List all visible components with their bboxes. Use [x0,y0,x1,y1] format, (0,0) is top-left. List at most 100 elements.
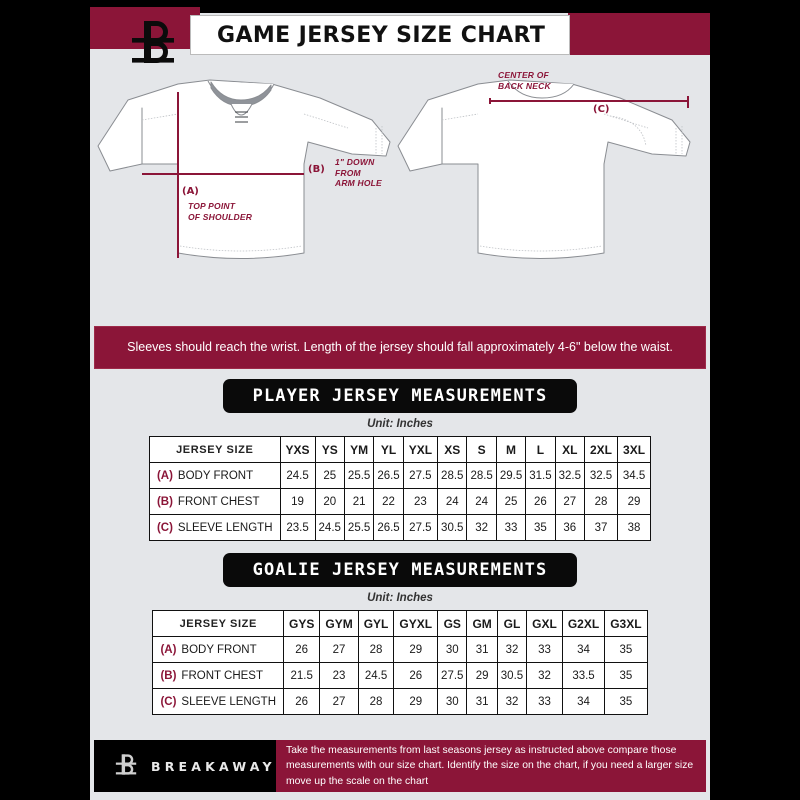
measurement-cell: 24.5 [279,462,316,490]
measurement-cell: 32.5 [554,462,586,490]
measurement-cell: 30.5 [437,514,468,542]
goalie-header-row: JERSEY SIZE GYS GYM GYL GYXL GS GM GL GXL G2XL G3X… [152,610,648,638]
goalie-section-unit: Unit: Inches [367,592,433,605]
back-marker-c: (C) [593,104,610,115]
page-header: GAME JERSEY SIZE CHART [90,0,710,68]
goalie-row-label: (C) SLEEVE LENGTH [152,688,285,716]
measurement-cell: 23.5 [279,514,316,542]
measurement-cell: 25 [314,462,345,490]
table-row: (C) SLEEVE LENGTH 23.5 24.5 25.5 26.5 27.5 30.5… [148,514,652,542]
goalie-column-header: GYS [283,610,321,638]
goalie-column-header: G2XL [561,610,606,638]
measurement-cell: 21.5 [283,662,321,690]
goalie-column-header: GYL [357,610,395,638]
measurement-cell: 24 [437,488,468,516]
breakaway-b-logo-icon [120,14,190,68]
page-title: GAME JERSEY SIZE CHART [217,22,546,48]
measurement-cell: 29 [617,488,652,516]
goalie-section-title: GOALIE JERSEY MEASUREMENTS [222,553,578,588]
measurement-cell: 30 [437,688,468,716]
measurement-cell: 26 [525,488,556,516]
measurement-cell: 24 [466,488,497,516]
measurement-cell: 31.5 [525,462,556,490]
front-marker-a: (A) [182,186,199,197]
header-maroon-right [568,13,710,55]
measurement-cell: 28 [357,688,395,716]
measurement-cell: 32 [496,688,528,716]
measurement-cell: 34 [561,688,606,716]
player-measurements-table: JERSEY SIZE YXS YS YM YL YXL XS S M L XL 2XL 3XL (A) B… [148,436,652,542]
measurement-cell: 19 [279,488,316,516]
goalie-column-header: GXL [526,610,563,638]
table-row: (C) SLEEVE LENGTH 26 27 28 29 30 31 32 33 34 35 [152,688,648,716]
footer-brand-name: BREAKAWAY [151,758,276,774]
measurement-cell: 22 [373,488,404,516]
goalie-section-header: GOALIE JERSEY MEASUREMENTS Unit: Inches [90,553,710,604]
measurement-cell: 28.5 [437,462,468,490]
measurement-cell: 36 [554,514,586,542]
player-column-header: 2XL [583,436,619,464]
table-row: (B) FRONT CHEST 19 20 21 22 23 24 24 25 26 27 28 29 [148,488,652,516]
measurement-cell: 24.5 [314,514,345,542]
goalie-column-header: GS [437,610,468,638]
player-column-header: S [466,436,497,464]
measurement-cell: 32.5 [583,462,619,490]
measurement-cell: 26.5 [373,514,404,542]
measurement-cell: 24.5 [357,662,395,690]
front-label-a: TOP POINT OF SHOULDER [188,201,253,222]
measurement-cell: 29 [393,636,439,664]
measurement-cell: 29.5 [495,462,527,490]
measurement-cell: 23 [402,488,439,516]
goalie-column-header: GL [496,610,528,638]
measurement-cell: 33.5 [561,662,606,690]
player-section-title: PLAYER JERSEY MEASUREMENTS [222,379,578,414]
row-tag: (B) [160,669,177,682]
measurement-cell: 25 [495,488,527,516]
player-column-header: XL [554,436,586,464]
measurement-cell: 28.5 [466,462,497,490]
row-tag: (B) [156,495,173,508]
measurement-cell: 27.5 [402,514,439,542]
measurement-cell: 26 [393,662,439,690]
header-title-box: GAME JERSEY SIZE CHART [190,15,570,55]
footer-instructions: Take the measurements from last seasons … [276,740,706,792]
table-row: (B) FRONT CHEST 21.5 23 24.5 26 27.5 29 30.5 32 33… [152,662,648,690]
measurement-cell: 34.5 [617,462,652,490]
fit-note-banner: Sleeves should reach the wrist. Length o… [94,326,706,370]
player-column-header: 3XL [617,436,652,464]
goalie-column-header: GM [466,610,498,638]
breakaway-b-logo-icon [112,750,142,783]
measurement-cell: 27 [319,636,359,664]
measurement-cell: 26.5 [373,462,404,490]
measurement-cell: 30.5 [496,662,528,690]
goalie-size-header: JERSEY SIZE [152,610,285,638]
measurement-cell: 27 [554,488,586,516]
back-jersey-outline [397,79,691,259]
measurement-cell: 28 [357,636,395,664]
goalie-row-label: (B) FRONT CHEST [152,662,285,690]
measurement-cell: 25.5 [343,514,375,542]
front-marker-b: (B) [308,164,325,175]
player-row-label: (C) SLEEVE LENGTH [148,514,281,542]
measurement-cell: 27.5 [437,662,468,690]
footer-logo-block: BREAKAWAY [94,740,276,792]
measurement-cell: 23 [319,662,359,690]
measurement-cell: 35 [604,688,648,716]
measurement-cell: 32 [526,662,563,690]
measurement-cell: 35 [604,636,648,664]
measurement-cell: 38 [617,514,652,542]
table-row: (A) BODY FRONT 26 27 28 29 30 31 32 33 34 35 [152,636,648,664]
measurement-cell: 20 [314,488,345,516]
measurement-cell: 32 [466,514,497,542]
measurement-cell: 37 [583,514,619,542]
measurement-cell: 29 [393,688,439,716]
measurement-cell: 30 [437,636,468,664]
player-row-label: (B) FRONT CHEST [148,488,281,516]
player-column-header: YXL [402,436,439,464]
measurement-cell: 32 [496,636,528,664]
row-tag: (A) [156,469,173,482]
goalie-column-header: G3XL [604,610,648,638]
goalie-column-header: GYXL [393,610,439,638]
goalie-row-label: (A) BODY FRONT [152,636,285,664]
player-column-header: YM [343,436,375,464]
